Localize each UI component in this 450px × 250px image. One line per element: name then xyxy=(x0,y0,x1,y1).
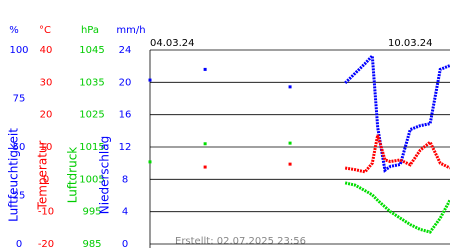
point xyxy=(148,160,152,164)
axis-unit: mm/h xyxy=(116,25,145,36)
series-line xyxy=(344,181,450,234)
point xyxy=(288,141,292,145)
y-tick-label: 100 xyxy=(9,45,28,56)
point xyxy=(203,142,207,146)
footer: Erstellt: 02.07.2025 23:56 xyxy=(175,236,306,247)
y-tick-label: 1025 xyxy=(79,110,104,121)
x-tick-label: 04.03.24 xyxy=(150,38,195,49)
point xyxy=(148,78,152,82)
axis-unit: °C xyxy=(39,25,51,36)
y-tick-label: 50 xyxy=(13,142,26,153)
y-tick-label: 4 xyxy=(122,207,128,218)
y-tick-label: 75 xyxy=(13,94,26,105)
y-tick-label: 24 xyxy=(119,45,132,56)
point xyxy=(203,67,207,71)
point xyxy=(288,85,292,89)
y-tick-label: 985 xyxy=(82,239,101,250)
y-tick-label: 1045 xyxy=(79,45,104,56)
series-line xyxy=(344,52,450,173)
y-tick-label: 1005 xyxy=(79,174,104,185)
y-tick-label: 995 xyxy=(82,207,101,218)
y-tick-label: -10 xyxy=(38,207,54,218)
point xyxy=(203,165,207,169)
y-tick-label: 0 xyxy=(122,239,128,250)
y-tick-label: 16 xyxy=(119,110,132,121)
point xyxy=(288,162,292,166)
y-tick-label: 20 xyxy=(119,77,132,88)
axis-title: Niederschlag xyxy=(98,136,112,214)
y-tick-label: 30 xyxy=(40,77,53,88)
axis-unit: % xyxy=(9,25,19,36)
y-tick-label: 0 xyxy=(43,174,49,185)
y-tick-label: 25 xyxy=(13,191,26,202)
y-tick-label: 1015 xyxy=(79,142,104,153)
y-tick-label: -20 xyxy=(38,239,54,250)
series-line xyxy=(344,134,450,174)
y-tick-label: 20 xyxy=(40,110,53,121)
y-tick-label: 1035 xyxy=(79,77,104,88)
x-tick-label: 10.03.24 xyxy=(388,38,433,49)
y-tick-label: 8 xyxy=(122,174,128,185)
y-tick-label: 0 xyxy=(16,239,22,250)
y-tick-label: 10 xyxy=(40,142,53,153)
axis-unit: hPa xyxy=(81,25,99,36)
axis-title: Luftfeuchtigkeit xyxy=(7,128,21,222)
axis-title: Luftdruck xyxy=(66,147,80,204)
y-tick-label: 12 xyxy=(119,142,132,153)
y-tick-label: 40 xyxy=(40,45,53,56)
axis-title: Temperatur xyxy=(36,140,50,210)
